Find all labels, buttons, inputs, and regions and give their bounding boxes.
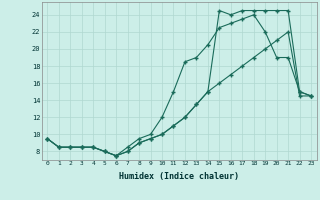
X-axis label: Humidex (Indice chaleur): Humidex (Indice chaleur) <box>119 172 239 181</box>
